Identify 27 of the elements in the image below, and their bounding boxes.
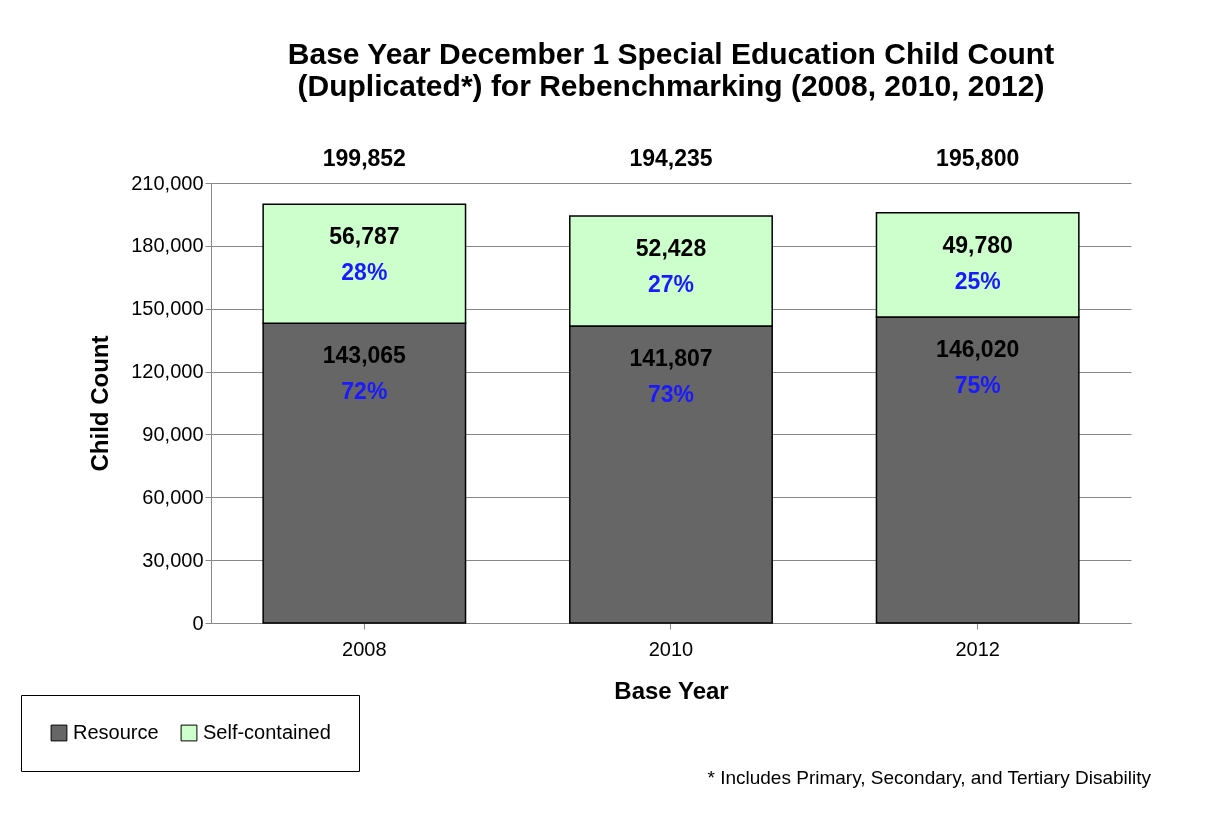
total-label: 194,235	[629, 145, 713, 171]
y-tick-label: 180,000	[131, 234, 204, 257]
y-tick-label: 150,000	[131, 297, 204, 320]
y-axis-title: Child Count	[86, 335, 114, 472]
legend-label: Resource	[73, 721, 159, 743]
text: (Duplicated*) for Rebenchmarking (2008, 2010, 2012)	[297, 69, 1045, 102]
total-label: 199,852	[322, 145, 406, 171]
text: 143,065 72%	[322, 342, 406, 405]
y-tick-label: 30,000	[142, 548, 204, 571]
y-tick-label: 210,000	[131, 171, 204, 194]
text: 141,807 73%	[629, 344, 713, 407]
y-tick-label: 0	[192, 611, 204, 634]
text: 49,780 25%	[942, 231, 1013, 294]
y-tick-label: 60,000	[142, 485, 204, 508]
total-label: 195,800	[936, 145, 1020, 171]
x-tick-label: 2008	[342, 637, 387, 660]
x-axis-title: Base Year	[614, 676, 729, 704]
text: Base Year December 1 Special Education Child Count	[287, 37, 1055, 70]
y-tick-label: 90,000	[142, 422, 204, 445]
text: 56,787 28%	[329, 223, 400, 286]
text: * Includes Primary, Secondary, and Tertiary Disability	[707, 767, 1152, 788]
legend-label: Self-contained	[203, 721, 331, 743]
text: 146,020 75%	[936, 336, 1020, 399]
y-tick-label: 120,000	[131, 360, 204, 383]
text: 52,428 27%	[635, 235, 707, 298]
x-tick-label: 2010	[648, 637, 694, 660]
x-tick-label: 2012	[955, 637, 1000, 660]
